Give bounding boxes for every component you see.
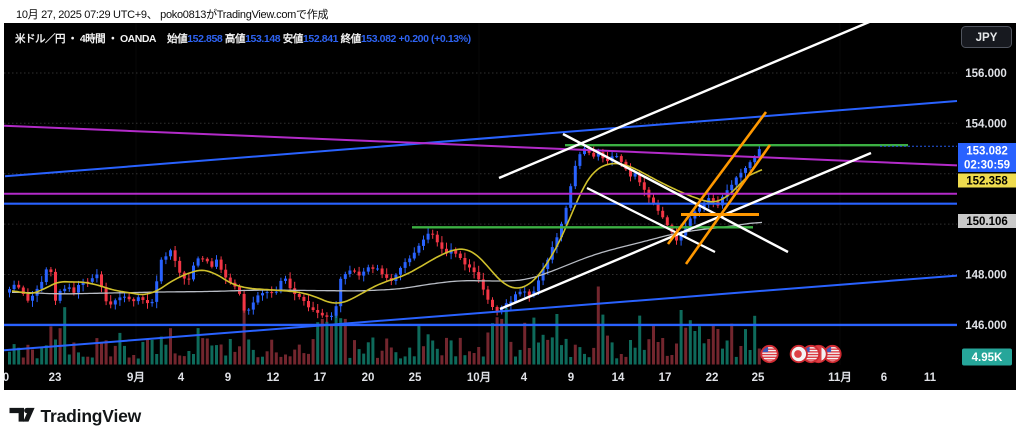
svg-text:9: 9 [225, 372, 231, 384]
svg-text:12: 12 [267, 372, 280, 384]
svg-text:11月: 11月 [828, 371, 852, 384]
svg-text:11: 11 [924, 372, 937, 384]
svg-text:14: 14 [612, 372, 625, 384]
svg-text:17: 17 [659, 372, 672, 384]
svg-text:25: 25 [752, 372, 765, 384]
svg-text:9: 9 [568, 372, 574, 384]
svg-text:17: 17 [314, 372, 327, 384]
svg-text:146.000: 146.000 [965, 320, 1007, 332]
svg-text:154.000: 154.000 [965, 118, 1007, 130]
svg-text:148.000: 148.000 [965, 270, 1007, 282]
svg-text:4: 4 [521, 372, 528, 384]
svg-text:25: 25 [409, 372, 422, 384]
svg-text:JPY: JPY [976, 32, 998, 44]
svg-text:9月: 9月 [127, 371, 145, 384]
svg-text:23: 23 [49, 372, 62, 384]
svg-text:TradingView: TradingView [41, 406, 142, 426]
svg-text:22: 22 [706, 372, 719, 384]
svg-text:4: 4 [178, 372, 185, 384]
svg-text:152.358: 152.358 [966, 176, 1008, 188]
svg-text:156.000: 156.000 [965, 68, 1007, 80]
svg-text:4.95K: 4.95K [972, 352, 1003, 364]
svg-text:150.106: 150.106 [966, 216, 1008, 228]
svg-text:10月: 10月 [467, 371, 491, 384]
svg-text:02:30:59: 02:30:59 [964, 160, 1010, 172]
svg-text:153.082: 153.082 [966, 146, 1008, 158]
svg-text:20: 20 [362, 372, 375, 384]
svg-text:6: 6 [881, 372, 887, 384]
svg-text:0: 0 [4, 372, 9, 384]
